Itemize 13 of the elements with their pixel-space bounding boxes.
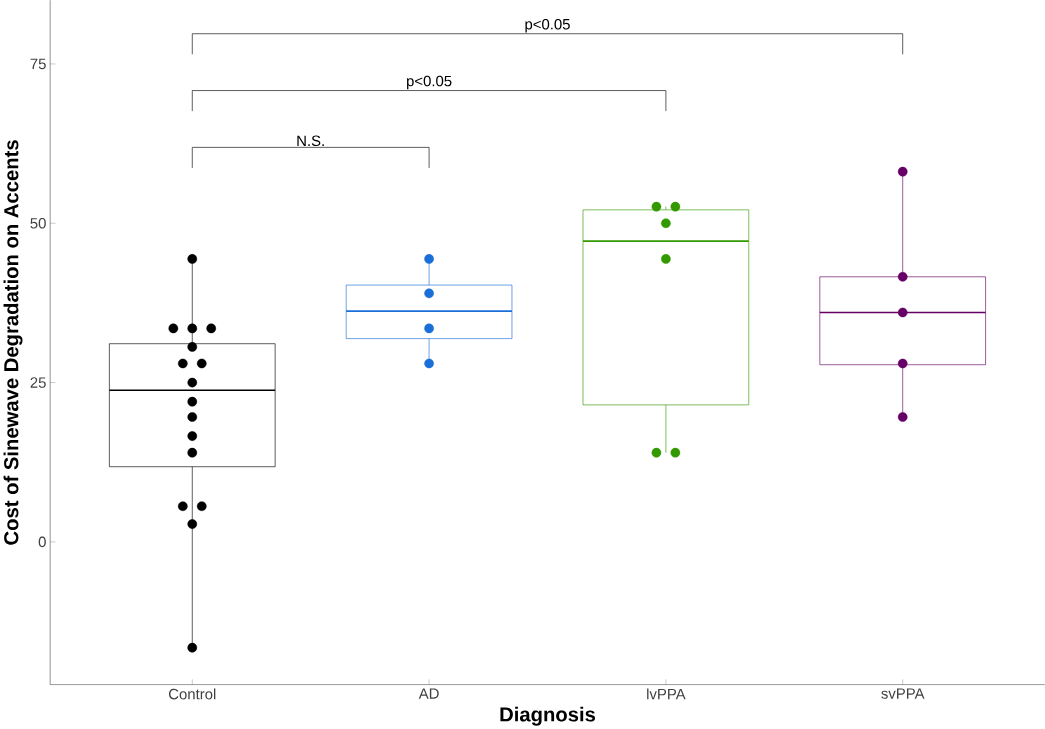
x-tick-label: AD	[418, 688, 439, 699]
x-tick-label: lvPPA	[647, 688, 686, 700]
annotation: p<0.05	[407, 75, 452, 90]
annotation: p<0.05	[525, 18, 570, 33]
annotation: N.S.	[297, 135, 324, 146]
y-tick-label: 25	[30, 377, 46, 388]
y-tick-label: 50	[30, 217, 46, 229]
y-tick-label: 75	[30, 58, 46, 70]
y-tick-label: 0	[38, 536, 46, 548]
x-tick-label: svPPA	[881, 688, 925, 699]
x-tick-label: Control	[168, 688, 216, 700]
x-axis-title: Diagnosis	[500, 706, 596, 726]
y-axis-title: Cost of Sinewave Degradation on Accents	[3, 140, 23, 545]
